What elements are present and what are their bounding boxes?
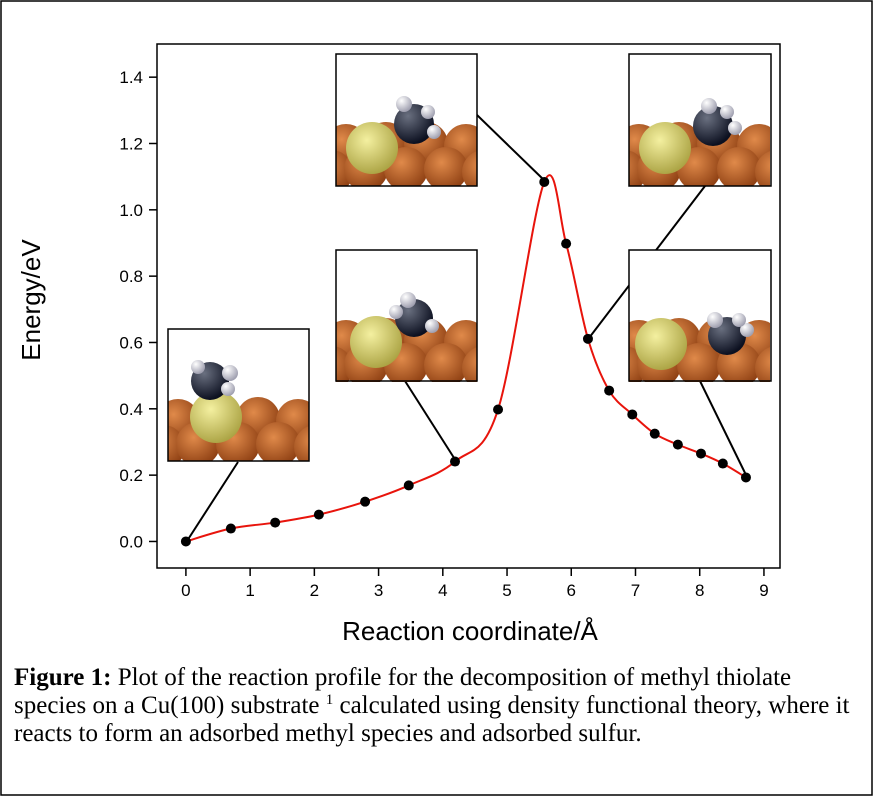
x-tick-label: 6 [567,581,576,600]
inset-image [309,249,506,390]
data-point [717,458,728,469]
data-point [403,480,414,491]
data-point [672,439,683,450]
plot-frame [156,43,781,569]
data-point [539,176,550,187]
caption-label: Figure 1: [14,664,112,691]
x-tick-label: 4 [438,581,447,600]
inset-image [602,53,799,194]
inset-image [602,249,799,390]
y-tick-label: 0.4 [119,400,143,419]
caption-text: calculated using density functional theo… [14,692,850,747]
data-point [604,385,615,396]
connector [476,114,546,182]
data-point [561,238,572,249]
y-tick-label: 0.8 [119,267,143,286]
data-point [270,517,281,528]
x-tick-label: 1 [245,581,254,600]
x-axis-title: Reaction coordinate/Å [342,616,598,646]
data-point [450,456,461,467]
y-tick-label: 1.4 [119,68,143,87]
connector [699,380,748,478]
x-tick-label: 5 [502,581,511,600]
data-point [360,496,371,507]
connector [404,380,457,462]
y-tick-label: 0.2 [119,466,143,485]
x-tick-label: 3 [374,581,383,600]
x-tick-label: 7 [631,581,640,600]
y-tick-label: 1.2 [119,134,143,153]
y-tick-label: 0.0 [119,532,143,551]
x-tick-label: 2 [310,581,319,600]
data-point [649,428,660,439]
plot-area: 0 1 2 3 4 5 6 7 8 9 0.0 0.2 0.4 0.6 0.8 1.0 1.2 1.4 [119,43,781,600]
inset-image [309,53,506,194]
data-point [313,509,324,520]
caption: Figure 1: Plot of the reaction profile f… [14,664,860,748]
y-tick-label: 1.0 [119,201,143,220]
data-point [493,404,504,415]
x-tick-label: 0 [181,581,190,600]
inset-image [141,328,338,469]
data-point [696,448,707,459]
data-point [627,409,638,420]
x-tick-label: 8 [695,581,704,600]
y-axis-title: Energy/eV [16,239,46,361]
insets [141,53,799,542]
connector [186,461,239,542]
caption-text: Plot of the reaction profile for the dec… [14,664,792,719]
x-tick-label: 9 [759,581,768,600]
y-tick-label: 0.6 [119,333,143,352]
data-point [740,472,751,483]
caption-reference: 1 [325,692,334,708]
data-point [225,523,236,534]
